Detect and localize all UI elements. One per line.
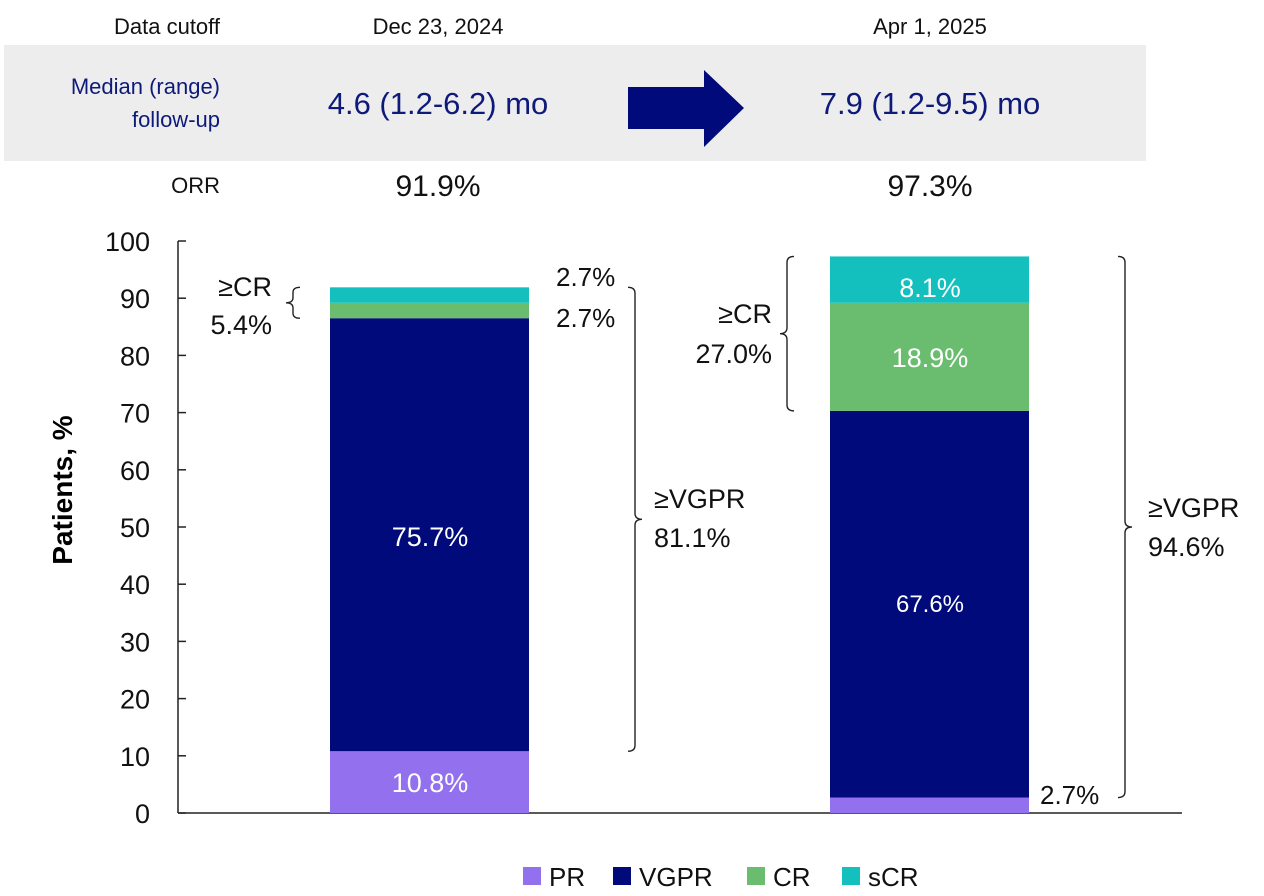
annotation-label: ≥CR — [718, 299, 772, 329]
y-tick-label: 50 — [120, 513, 150, 543]
bar-segment-scr-1 — [330, 287, 529, 303]
bar-segment-cr-1 — [330, 302, 529, 319]
annotation-label: ≥CR — [218, 272, 272, 302]
legend-label-pr: PR — [549, 862, 585, 892]
followup-label-line2: follow-up — [132, 107, 220, 132]
bar-segment-vgpr-1 — [330, 318, 529, 752]
annotation-value: 27.0% — [695, 339, 772, 369]
bars: 10.8% 75.7% 2.7% 2.7% 2.7% 67.6% 18.9% 8.1% — [330, 256, 1099, 813]
annotation-value: 94.6% — [1148, 532, 1225, 562]
bar-segment-vgpr-2 — [830, 410, 1029, 798]
followup-value-2: 7.9 (1.2-9.5) mo — [820, 86, 1041, 121]
orr-label: ORR — [171, 173, 220, 198]
y-tick-label: 30 — [120, 627, 150, 657]
y-ticks: 0 10 20 30 40 50 60 70 80 90 100 — [105, 227, 186, 829]
data-label-vgpr-2: 67.6% — [896, 591, 964, 618]
data-label-scr-2: 8.1% — [899, 273, 961, 303]
annotation-label: ≥VGPR — [1148, 493, 1239, 523]
annotation-value: 5.4% — [210, 310, 272, 340]
y-tick-label: 40 — [120, 570, 150, 600]
right-arrow-icon — [628, 70, 744, 147]
legend: PR VGPR CR sCR — [523, 862, 919, 892]
cutoff-date-2: Apr 1, 2025 — [873, 14, 987, 39]
data-label-cr-1: 2.7% — [556, 303, 615, 333]
y-axis-title: Patients, % — [47, 415, 78, 564]
cutoff-label: Data cutoff — [114, 14, 221, 39]
legend-swatch-vgpr — [613, 867, 631, 885]
legend-label-scr: sCR — [868, 862, 919, 892]
orr-value-1: 91.9% — [395, 170, 480, 203]
data-label-vgpr-1: 75.7% — [392, 522, 469, 552]
y-tick-label: 10 — [120, 742, 150, 772]
y-tick-label: 60 — [120, 456, 150, 486]
data-label-pr-2: 2.7% — [1040, 780, 1099, 810]
legend-label-cr: CR — [773, 862, 811, 892]
legend-swatch-cr — [747, 867, 765, 885]
y-tick-label: 20 — [120, 685, 150, 715]
bar-segment-pr-1 — [330, 751, 529, 813]
annotation-label: ≥VGPR — [654, 484, 745, 514]
y-tick-label: 0 — [135, 799, 150, 829]
bar-segment-cr-2 — [830, 302, 1029, 411]
followup-label-line1: Median (range) — [71, 74, 220, 99]
followup-value-1: 4.6 (1.2-6.2) mo — [328, 86, 549, 121]
bar-segment-pr-2 — [830, 797, 1029, 813]
data-label-scr-1: 2.7% — [556, 262, 615, 292]
legend-swatch-scr — [842, 867, 860, 885]
data-label-cr-2: 18.9% — [892, 343, 969, 373]
y-tick-label: 70 — [120, 399, 150, 429]
bracket — [779, 255, 795, 412]
bracket — [1117, 255, 1133, 799]
bracket — [627, 286, 643, 752]
y-tick-label: 100 — [105, 227, 150, 257]
legend-label-vgpr: VGPR — [639, 862, 713, 892]
annotation-value: 81.1% — [654, 523, 731, 553]
orr-value-2: 97.3% — [887, 170, 972, 203]
bar-segment-scr-2 — [830, 256, 1029, 303]
y-tick-label: 90 — [120, 284, 150, 314]
cutoff-date-1: Dec 23, 2024 — [373, 14, 504, 39]
y-tick-label: 80 — [120, 341, 150, 371]
annotations: ≥CR 5.4% ≥VGPR 81.1% ≥CR 27.0% ≥VGPR 94.6% — [210, 255, 1239, 799]
legend-swatch-pr — [523, 867, 541, 885]
bracket — [285, 286, 301, 319]
followup-panel — [4, 45, 1146, 161]
data-label-pr-1: 10.8% — [392, 768, 469, 798]
